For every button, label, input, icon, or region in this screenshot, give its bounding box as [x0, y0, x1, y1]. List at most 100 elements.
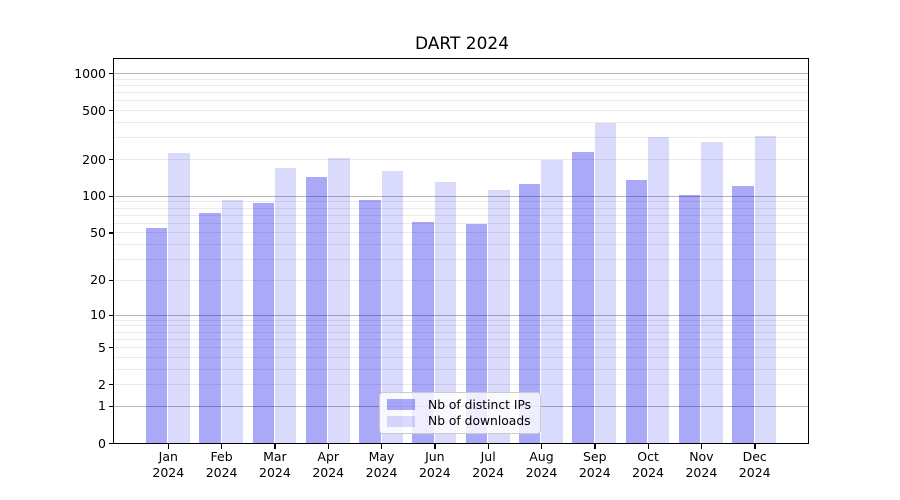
minor-gridline [114, 137, 808, 139]
y-tick-mark [109, 73, 114, 75]
bar-downloads-sep [594, 122, 617, 443]
bar-distinct-ips-oct [625, 179, 648, 443]
plot-area [113, 58, 809, 444]
bar-downloads-jun [434, 181, 457, 443]
y-tick-label: 0 [98, 435, 106, 451]
bar-distinct-ips-mar [252, 203, 274, 443]
minor-gridline [114, 356, 808, 358]
minor-gridline [114, 232, 808, 234]
x-tick-label-apr: Apr 2024 [312, 449, 345, 480]
x-tick-mark [754, 444, 756, 449]
legend-swatch-downloads-icon [387, 415, 415, 427]
x-tick-label-nov: Nov 2024 [685, 449, 718, 480]
bar-distinct-ips-jul [465, 223, 488, 443]
minor-gridline [114, 384, 808, 386]
y-tick-mark [109, 110, 114, 112]
minor-gridline [114, 368, 808, 370]
bar-downloads-jan [168, 152, 190, 443]
x-tick-mark [540, 444, 543, 449]
x-tick-label-sep: Sep 2024 [578, 449, 611, 480]
bar-downloads-mar [274, 168, 297, 443]
bar-downloads-dec [754, 136, 777, 443]
y-tick-mark [109, 159, 114, 161]
x-tick-label-jun: Jun 2024 [418, 449, 451, 480]
y-tick-mark [109, 314, 114, 316]
x-tick-label-jul: Jul 2024 [472, 449, 505, 480]
x-tick-mark [700, 444, 703, 449]
y-tick-label: 100 [82, 188, 106, 204]
y-tick-mark [109, 232, 114, 234]
x-tick-label-jan: Jan 2024 [152, 449, 185, 480]
major-gridline [114, 314, 808, 316]
minor-gridline [114, 78, 808, 80]
legend-item-distinct-ips: Nb of distinct IPs [387, 398, 533, 412]
y-tick-label: 1 [98, 398, 106, 414]
chart-title: DART 2024 [414, 34, 510, 54]
minor-gridline [114, 122, 808, 124]
x-tick-mark [647, 444, 649, 449]
legend-swatch-distinct-ips-icon [387, 399, 415, 411]
bar-downloads-feb [221, 200, 243, 443]
y-tick-label: 50 [90, 224, 106, 240]
x-tick-mark [381, 444, 383, 449]
x-tick-mark [221, 444, 223, 449]
x-tick-label-feb: Feb 2024 [205, 449, 238, 480]
bar-downloads-apr [328, 157, 350, 443]
minor-gridline [114, 319, 808, 321]
bar-downloads-nov [701, 142, 723, 443]
minor-gridline [114, 244, 808, 246]
minor-gridline [114, 84, 808, 86]
bar-downloads-jul [488, 189, 510, 443]
y-tick-label: 200 [82, 151, 106, 167]
bar-distinct-ips-feb [199, 212, 221, 443]
bar-distinct-ips-nov [679, 194, 701, 443]
legend-label-distinct-ips: Nb of distinct IPs [428, 397, 532, 412]
y-tick-mark [109, 195, 114, 198]
y-tick-label: 2 [98, 376, 106, 392]
major-gridline [114, 73, 808, 75]
y-tick-label: 1000 [74, 65, 106, 81]
x-tick-label-aug: Aug 2024 [525, 449, 558, 480]
minor-gridline [114, 279, 808, 281]
bar-distinct-ips-sep [572, 151, 594, 443]
x-tick-mark [594, 444, 596, 449]
legend: Nb of distinct IPs Nb of downloads [379, 392, 541, 434]
x-tick-mark [274, 444, 276, 449]
y-tick-mark [109, 443, 114, 445]
legend-item-downloads: Nb of downloads [387, 414, 533, 428]
minor-gridline [114, 201, 808, 203]
x-tick-mark [434, 444, 436, 449]
x-tick-label-mar: Mar 2024 [259, 449, 291, 480]
x-tick-mark [487, 444, 489, 449]
y-tick-label: 20 [90, 272, 106, 288]
major-gridline [114, 195, 808, 197]
minor-gridline [114, 347, 808, 349]
bar-downloads-aug [541, 160, 563, 443]
bar-distinct-ips-may [359, 199, 381, 443]
x-tick-label-dec: Dec 2024 [738, 449, 771, 480]
legend-label-downloads: Nb of downloads [428, 414, 531, 429]
y-tick-mark [109, 347, 114, 349]
minor-gridline [114, 222, 808, 224]
x-tick-label-oct: Oct 2024 [632, 449, 664, 480]
bar-distinct-ips-jun [412, 222, 434, 443]
y-tick-label: 10 [90, 307, 106, 323]
bar-downloads-oct [648, 137, 670, 443]
y-tick-label: 500 [82, 102, 106, 118]
minor-gridline [114, 331, 808, 333]
y-tick-mark [109, 384, 114, 386]
minor-gridline [114, 259, 808, 261]
x-tick-mark [327, 444, 330, 449]
minor-gridline [114, 92, 808, 94]
minor-gridline [114, 338, 808, 340]
bar-downloads-may [381, 170, 403, 443]
x-tick-label-may: May 2024 [365, 449, 398, 480]
minor-gridline [114, 207, 808, 209]
minor-gridline [114, 214, 808, 216]
bar-distinct-ips-aug [519, 184, 541, 443]
bar-distinct-ips-jan [145, 228, 168, 443]
minor-gridline [114, 159, 808, 161]
y-tick-label: 5 [98, 339, 106, 355]
minor-gridline [114, 110, 808, 112]
